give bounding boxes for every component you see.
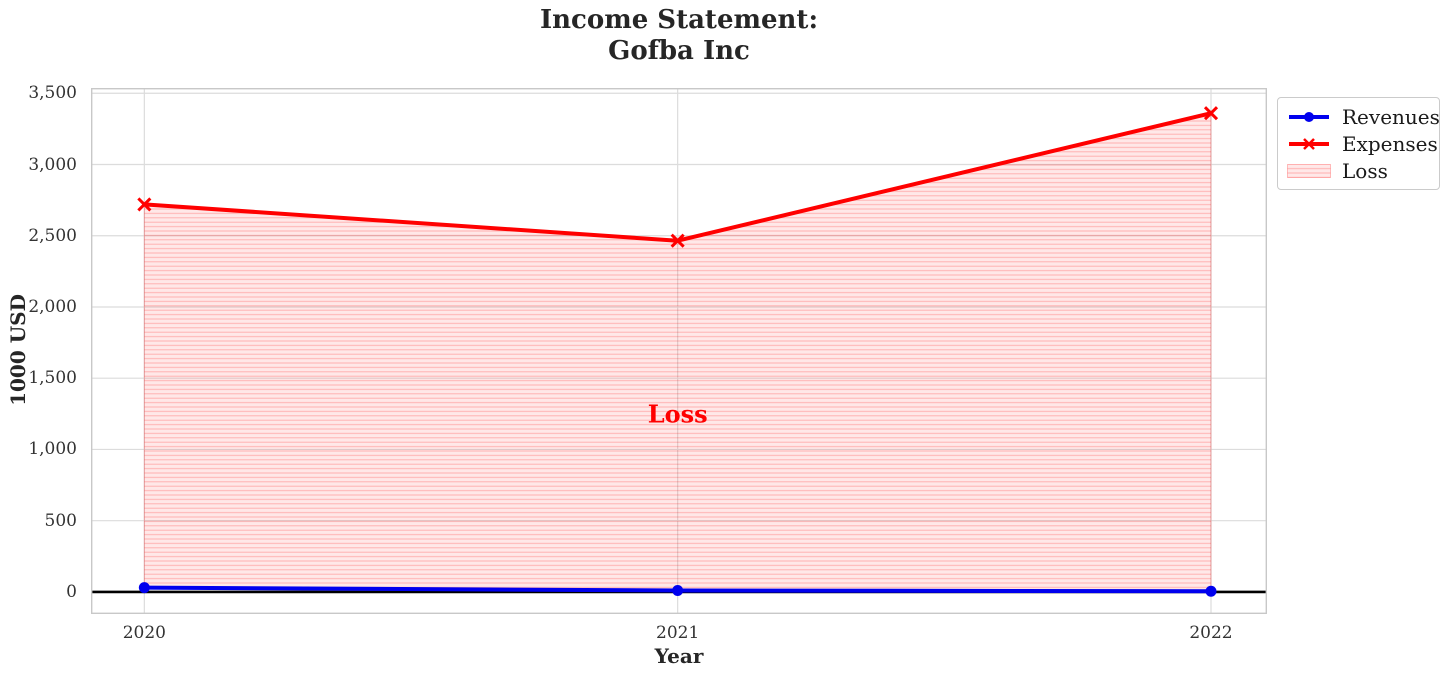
y-axis-tick-labels: 0 500 1,000 1,500 2,000 2,500 3,000 3,500 — [0, 83, 77, 614]
chart-canvas — [90, 87, 1267, 614]
y-tick-label: 1,500 — [28, 368, 77, 389]
expenses-line-icon — [1287, 135, 1331, 153]
revenues-line-icon — [1287, 108, 1331, 126]
y-tick-label: 1,000 — [28, 439, 77, 460]
y-tick-label: 2,000 — [28, 296, 77, 317]
x-tick-label: 2022 — [1189, 623, 1233, 643]
chart-title: Income Statement: Gofba Inc — [91, 5, 1267, 67]
x-tick-label: 2021 — [656, 623, 700, 643]
legend: Revenues Expenses Loss — [1277, 97, 1440, 190]
legend-item-revenues: Revenues — [1287, 103, 1440, 130]
legend-label-revenues: Revenues — [1342, 104, 1440, 129]
y-tick-label: 3,000 — [28, 154, 77, 175]
legend-item-expenses: Expenses — [1287, 130, 1438, 157]
x-axis-label: Year — [654, 644, 704, 668]
y-tick-label: 500 — [44, 510, 77, 531]
chart-title-line2: Gofba Inc — [608, 36, 750, 66]
loss-annotation: Loss — [647, 399, 708, 429]
x-axis-tick-labels: 2020 2021 2022 — [91, 614, 1267, 648]
x-tick-label: 2020 — [122, 623, 166, 643]
y-tick-label: 0 — [66, 581, 77, 602]
legend-item-loss: Loss — [1287, 157, 1430, 184]
y-tick-label: 3,500 — [28, 83, 77, 104]
legend-label-loss: Loss — [1342, 158, 1388, 183]
chart-title-line1: Income Statement: — [539, 5, 819, 35]
plot-area: Loss — [90, 87, 1267, 614]
legend-label-expenses: Expenses — [1342, 131, 1438, 156]
y-tick-label: 2,500 — [28, 225, 77, 246]
loss-patch-icon — [1287, 162, 1331, 180]
